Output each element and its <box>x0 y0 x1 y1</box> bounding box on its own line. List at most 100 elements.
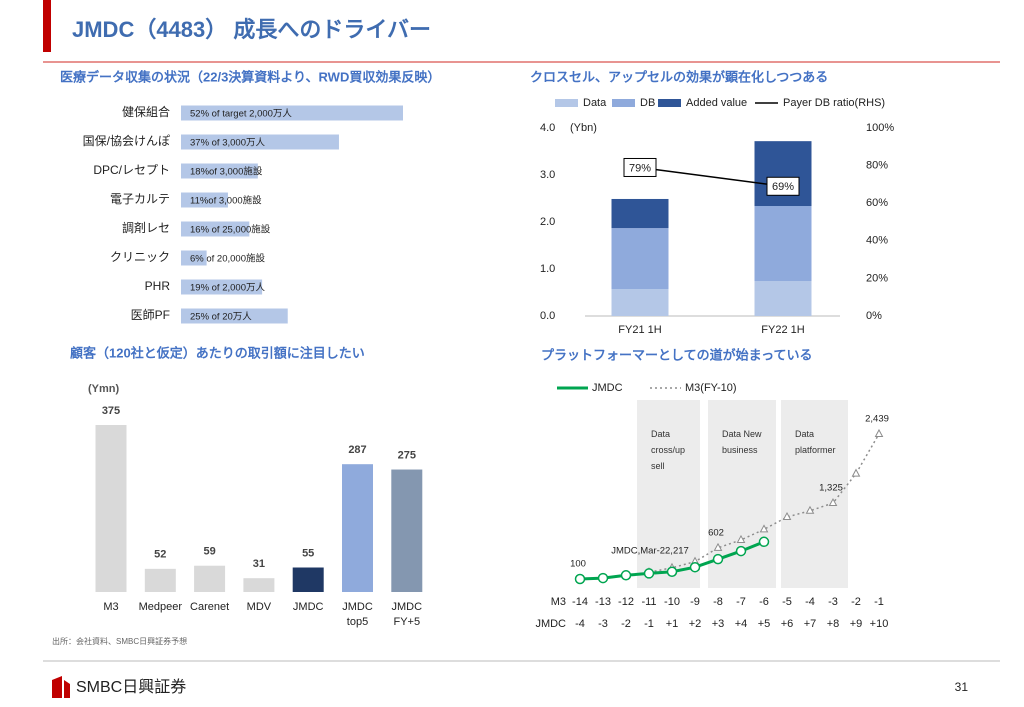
category-label: 医師PF <box>131 308 170 322</box>
bar <box>181 192 228 208</box>
y2-tick-label: 60% <box>866 197 888 209</box>
ratio-label: 79% <box>629 162 651 174</box>
x-tick-label: Medpeer <box>138 601 182 613</box>
x-tick-label: -3 <box>828 596 838 608</box>
value-label: 2,439 <box>865 413 889 424</box>
legend-label: JMDC <box>592 382 623 394</box>
value-label: 55 <box>302 547 314 559</box>
value-label: 602 <box>708 527 724 538</box>
value-label: 59 <box>203 546 215 558</box>
bar-segment <box>611 289 669 316</box>
y2-tick-label: 100% <box>866 122 894 134</box>
category-label: 電子カルテ <box>110 192 170 206</box>
x-tick-label: JMDC top5 <box>342 601 373 628</box>
marker <box>828 497 838 507</box>
legend-label: DB <box>640 97 655 109</box>
x-tick-label: FY21 1H <box>618 324 661 336</box>
logo-mark <box>52 676 70 698</box>
x-tick-label: +6 <box>781 618 794 630</box>
marker <box>574 573 586 585</box>
bar <box>391 469 423 592</box>
marker <box>736 534 746 543</box>
bar-segment <box>754 206 812 282</box>
x-tick-label: -6 <box>759 596 769 608</box>
marker <box>689 561 701 573</box>
marker <box>712 553 724 565</box>
y2-tick-label: 40% <box>866 235 888 247</box>
y2-tick-label: 0% <box>866 310 882 322</box>
bar <box>181 163 258 179</box>
x-tick-label: -14 <box>572 596 588 608</box>
bar <box>181 250 207 266</box>
marker <box>643 568 655 579</box>
category-label: PHR <box>145 279 171 293</box>
x-tick-label: +3 <box>712 618 725 630</box>
y-axis-label: (Ymn) <box>88 383 120 395</box>
category-label: 健保組合 <box>122 104 170 119</box>
legend-label: Payer DB ratio(RHS) <box>783 97 885 109</box>
y2-tick-label: 80% <box>866 160 888 172</box>
category-label: クリニック <box>110 250 170 264</box>
category-label: 調剤レセ <box>122 220 170 235</box>
marker <box>597 572 609 584</box>
x-tick-label: -4 <box>575 618 585 630</box>
x-tick-label: -9 <box>690 596 700 608</box>
annotation: JMDC,Mar-22,217 <box>611 546 689 557</box>
y-tick-label: 0.0 <box>540 310 555 322</box>
x-tick-label: FY22 1H <box>761 324 804 336</box>
value-label: 31 <box>253 558 265 570</box>
value-label: 100 <box>570 559 586 570</box>
x-tick-label: -7 <box>736 596 746 608</box>
x-tick-label: Carenet <box>190 601 230 613</box>
bar <box>194 565 226 592</box>
marker <box>874 428 884 437</box>
x-tick-label: +10 <box>870 618 889 630</box>
value-label: 375 <box>102 405 120 417</box>
value-label: 19% of 2,000万人 <box>190 283 265 294</box>
bar <box>144 568 176 592</box>
bar <box>181 279 263 295</box>
x-tick-label: -4 <box>805 596 815 608</box>
x-tick-label: -3 <box>598 618 608 630</box>
x-tick-label: -8 <box>713 596 723 608</box>
bar <box>181 105 403 121</box>
bar-segment <box>611 198 669 229</box>
value-label: 287 <box>348 444 366 456</box>
value-label: 52 <box>154 549 166 561</box>
chart-title: 顧客（120社と仮定）あたりの取引額に注目したい <box>70 345 365 360</box>
x-tick-label: -12 <box>618 596 634 608</box>
x-tick-label: +4 <box>735 618 748 630</box>
x-tick-label: M3 <box>103 601 119 613</box>
value-label: 1,325 <box>819 483 843 494</box>
value-label: 16% of 25,000施設 <box>190 224 271 236</box>
bar <box>342 464 373 592</box>
legend-label: Added value <box>686 97 747 109</box>
legend-label: M3(FY-10) <box>685 382 737 394</box>
slide-title: JMDC（4483） 成長へのドライバー <box>72 17 431 42</box>
value-label: 25% of 20万人 <box>190 312 252 323</box>
value-label: 11%of 3,000施設 <box>190 195 262 207</box>
x-tick-label: -2 <box>621 618 631 630</box>
chart-title: 医療データ収集の状況（22/3決算資料より、RWD買収効果反映） <box>60 69 440 84</box>
x-tick-label: +5 <box>758 618 771 630</box>
x-tick-label: -10 <box>664 596 680 608</box>
category-label: 国保/協会けんぽ <box>83 133 170 148</box>
marker <box>851 468 861 477</box>
title-accent <box>43 0 51 52</box>
chart-title: クロスセル、アップセルの効果が顕在化しつつある <box>530 69 828 84</box>
x-tick-label: +2 <box>689 618 702 630</box>
legend-swatch <box>658 99 681 107</box>
x-tick-label: -2 <box>851 596 861 608</box>
legend-swatch <box>555 99 578 107</box>
x-tick-label: -1 <box>644 618 654 630</box>
bar <box>243 578 275 592</box>
marker <box>666 566 678 577</box>
marker <box>759 524 769 533</box>
source-note: 出所：会社資料、SMBC日興証券予想 <box>52 636 187 646</box>
bar <box>181 308 288 324</box>
x-tick-label: +8 <box>827 618 840 630</box>
label-box <box>766 176 800 196</box>
row-label: JMDC <box>535 618 566 630</box>
bar-segment <box>611 228 669 290</box>
